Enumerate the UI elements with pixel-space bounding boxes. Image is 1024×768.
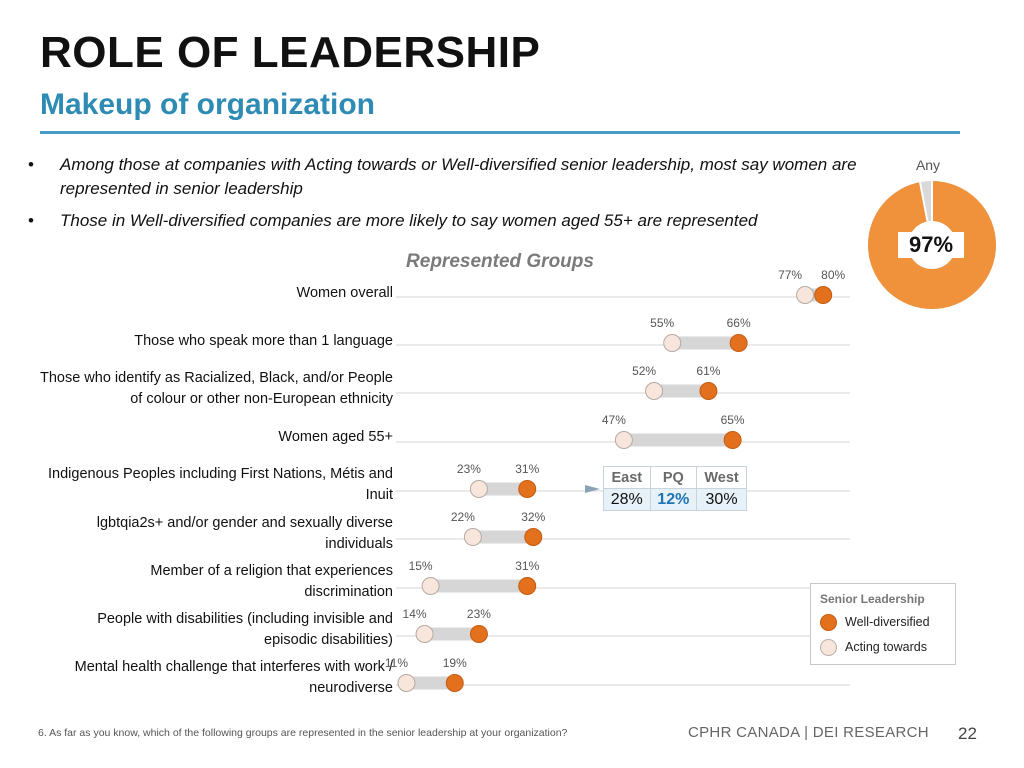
row-2-acting-dot (663, 334, 682, 352)
row-8-acting-label: 14% (403, 607, 427, 621)
row-8-well-dot (469, 625, 488, 643)
row-2-well-label: 66% (727, 316, 751, 330)
row-5-well-label: 31% (515, 462, 539, 476)
page-subtitle: Makeup of organization (40, 88, 376, 121)
title-divider (40, 131, 960, 134)
row-8-well-label: 23% (467, 607, 491, 621)
legend-swatch-well-diversified (820, 614, 837, 631)
legend-label-acting-towards: Acting towards (845, 639, 927, 654)
row-5-well-dot (518, 480, 537, 498)
row-5-acting-label: 23% (457, 462, 481, 476)
row-label-women-overall: Women overall (296, 285, 393, 301)
row-3-acting-label: 52% (632, 364, 656, 378)
row-4-acting-dot (614, 431, 633, 449)
row-6-acting-dot (463, 528, 482, 546)
row-5-acting-dot (469, 480, 488, 498)
row-1-well-label: 80% (821, 268, 845, 282)
row-2-well-dot (729, 334, 748, 352)
region-header-pq: PQ (649, 466, 698, 489)
bullet-2-text: Those in Well-diversified companies are … (60, 211, 758, 230)
row-3-acting-dot (645, 382, 664, 400)
row-7-well-dot (518, 577, 537, 595)
row-7-acting-dot (421, 577, 440, 595)
donut-separator (919, 181, 929, 222)
row-4-well-label: 65% (721, 413, 745, 427)
row-4-well-dot (723, 431, 742, 449)
region-value-east: 28% (603, 488, 651, 511)
row-6-well-dot (524, 528, 543, 546)
row-3-well-label: 61% (696, 364, 720, 378)
row-8-acting-dot (415, 625, 434, 643)
region-header-east: East (603, 466, 651, 489)
row-9-well-label: 19% (443, 656, 467, 670)
donut-value: 97% (898, 232, 964, 258)
region-header-west: West (696, 466, 747, 489)
region-pointer-arrow (585, 485, 600, 493)
row-6-well-label: 32% (521, 510, 545, 524)
region-value-pq: 12% (649, 488, 698, 511)
donut-chart (868, 181, 996, 309)
bullet-marker: • (28, 211, 34, 230)
legend-title: Senior Leadership (820, 592, 925, 606)
page-number: 22 (958, 724, 977, 743)
row-label-disabilities: People with disabilities (including invi… (97, 611, 393, 648)
bullet-marker: • (28, 155, 34, 174)
bullet-1-text: Among those at companies with Acting tow… (60, 155, 857, 198)
row-7-well-label: 31% (515, 559, 539, 573)
row-label-mental-health: Mental health challenge that interferes … (74, 659, 393, 696)
region-table: East PQ West 28% 12% 30% (603, 466, 747, 511)
row-3-well-dot (699, 382, 718, 400)
row-6-acting-label: 22% (451, 510, 475, 524)
donut-label: Any (915, 157, 941, 173)
row-7-acting-label: 15% (409, 559, 433, 573)
legend: Senior Leadership Well-diversified Actin… (810, 583, 956, 665)
row-9-well-dot (445, 674, 464, 692)
legend-item-acting-towards: Acting towards (820, 639, 927, 656)
footnote: 6. As far as you know, which of the foll… (38, 727, 568, 739)
row-1-acting-label: 77% (778, 268, 802, 282)
row-1-acting-dot (796, 286, 815, 304)
row-1-well-dot (814, 286, 833, 304)
row-label-languages: Those who speak more than 1 language (134, 333, 393, 349)
region-value-west: 30% (696, 488, 747, 511)
row-label-women-55: Women aged 55+ (278, 429, 393, 445)
row-label-indigenous: Indigenous Peoples including First Natio… (48, 466, 393, 503)
brand-footer: CPHR CANADA | DEI RESEARCH (688, 724, 929, 741)
legend-item-well-diversified: Well-diversified (820, 614, 930, 631)
page-title: ROLE OF LEADERSHIP (40, 28, 541, 77)
legend-label-well-diversified: Well-diversified (845, 614, 930, 629)
row-4-acting-label: 47% (602, 413, 626, 427)
row-label-religion: Member of a religion that experiences di… (150, 563, 393, 600)
chart-title: Represented Groups (406, 251, 594, 272)
row-label-racialized: Those who identify as Racialized, Black,… (39, 370, 393, 407)
row-label-lgbtqia: lgbtqia2s+ and/or gender and sexually di… (96, 515, 393, 552)
legend-swatch-acting-towards (820, 639, 837, 656)
row-2-acting-label: 55% (650, 316, 674, 330)
row-9-acting-label: 11% (385, 656, 408, 670)
row-9-acting-dot (397, 674, 416, 692)
